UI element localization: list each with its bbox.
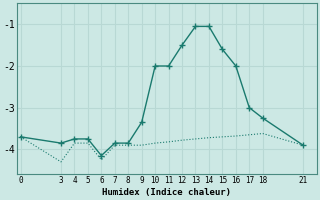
X-axis label: Humidex (Indice chaleur): Humidex (Indice chaleur) <box>102 188 231 197</box>
